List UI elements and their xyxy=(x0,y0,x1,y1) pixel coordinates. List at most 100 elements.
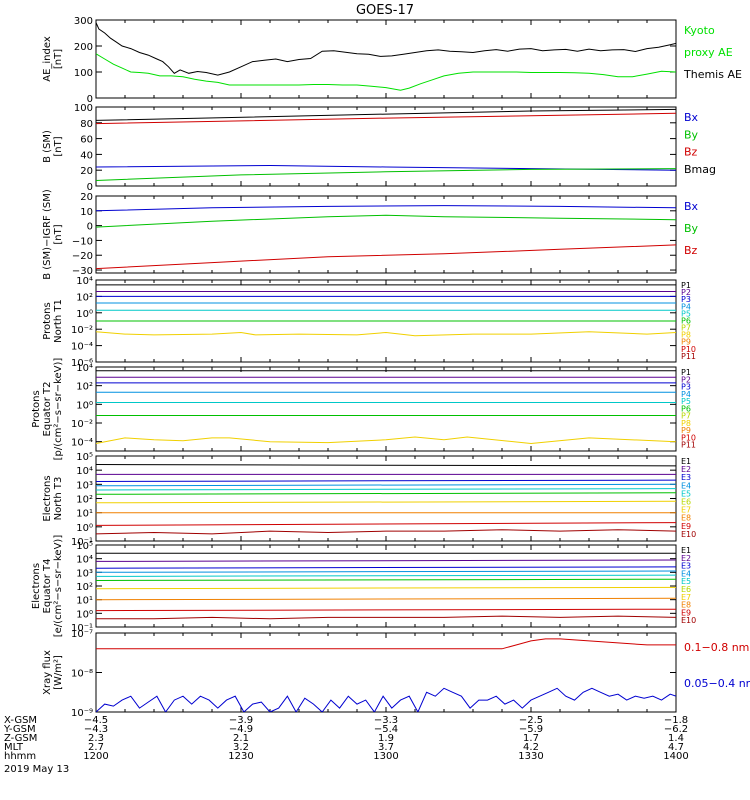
series-line-p7 xyxy=(96,436,676,445)
legend-entry: P7 xyxy=(681,324,691,333)
x-row-value: 1400 xyxy=(663,751,688,762)
legend-entry: E3 xyxy=(681,473,691,482)
legend-entry: Themis AE xyxy=(683,68,742,81)
y-axis-title: B (SM) xyxy=(42,130,53,163)
legend-entry: By xyxy=(684,222,699,235)
y-tick-label: 20 xyxy=(80,192,93,203)
legend-entry: P5 xyxy=(681,309,691,318)
plot-title: GOES-17 xyxy=(356,3,414,18)
legend-entry: P4 xyxy=(681,302,691,311)
legend-entry: P1 xyxy=(681,281,691,290)
legend-entry: P9 xyxy=(681,426,691,435)
series-line-e3 xyxy=(96,479,676,482)
x-row-value: 2.7 xyxy=(88,742,104,753)
y-tick-label: 10³ xyxy=(76,480,93,491)
y-tick-label: 10⁻⁸ xyxy=(71,669,93,680)
y-axis-title: [nT] xyxy=(53,224,64,244)
series-line-bmag xyxy=(96,108,676,121)
legend-entry: E8 xyxy=(681,601,691,610)
y-tick-label: 200 xyxy=(74,42,93,53)
series-line-e9 xyxy=(96,522,676,526)
y-tick-label: 10⁴ xyxy=(76,466,93,477)
legend-entry: E4 xyxy=(681,569,691,578)
x-row-label: hhmm xyxy=(4,751,36,762)
y-tick-label: 10⁵ xyxy=(76,452,93,463)
legend-entry: E8 xyxy=(681,514,691,523)
y-tick-label: 10¹ xyxy=(76,596,93,607)
y-tick-label: 10⁻² xyxy=(71,419,93,430)
x-row-value: 1200 xyxy=(83,751,108,762)
x-row-value: −4.9 xyxy=(229,724,253,735)
series-line-e5 xyxy=(96,574,676,577)
series-line-e4 xyxy=(96,570,676,573)
y-axis-title: B (SM)−IGRF (SM) xyxy=(42,189,53,280)
series-line-e7 xyxy=(96,500,676,504)
date-label: 2019 May 13 xyxy=(4,764,69,775)
legend-entry: P2 xyxy=(681,375,691,384)
legend-entry: E9 xyxy=(681,608,691,617)
series-line-e6 xyxy=(96,578,676,581)
legend-entry: E1 xyxy=(681,457,691,466)
y-tick-label: 20 xyxy=(80,166,93,177)
series-line-bz xyxy=(96,112,676,125)
legend-entry: Bmag xyxy=(684,163,716,176)
x-row-value: 4.7 xyxy=(668,742,684,753)
y-tick-label: 10⁻⁶ xyxy=(71,358,93,369)
y-tick-label: 0 xyxy=(87,94,93,105)
y-tick-label: 10⁰ xyxy=(76,609,93,620)
x-row-value: −4.5 xyxy=(84,715,108,726)
x-row-value: −6.2 xyxy=(664,724,688,735)
panel-3: −30 −20 −10 0 10 20 B (SM)−IGRF (SM) [nT] Bx By Bz xyxy=(42,189,699,280)
legend-entry: P7 xyxy=(681,412,691,421)
panel-6: 10⁵ 10⁴ 10³ 10² 10¹ 10⁰ 10⁻¹ Electrons North T3 E… xyxy=(42,452,696,548)
panel-7: 10⁵ 10⁴ 10³ 10² 10¹ 10⁰ 10⁻¹ Electrons Equator T… xyxy=(31,535,696,638)
legend-entry: P3 xyxy=(681,383,691,392)
legend-entry: Bz xyxy=(684,244,698,257)
y-tick-label: 10⁻¹ xyxy=(71,623,93,634)
legend-entry: E10 xyxy=(681,530,696,539)
x-row-value: 1300 xyxy=(373,751,398,762)
x-row-value: 2.3 xyxy=(88,733,104,744)
legend-entry: Bx xyxy=(684,200,699,213)
legend-entry: E2 xyxy=(681,465,691,474)
legend-entry: E9 xyxy=(681,522,691,531)
legend-entry: P6 xyxy=(681,316,691,325)
legend-entry: proxy AE xyxy=(684,46,733,59)
legend-entry: Kyoto xyxy=(684,24,715,37)
y-tick-label: −20 xyxy=(72,251,93,262)
y-axis-title: [e/(cm²−s−sr−keV)] xyxy=(53,535,64,638)
x-row-value: 1230 xyxy=(228,751,253,762)
legend-entry: E7 xyxy=(681,593,691,602)
y-axis-title: North T3 xyxy=(53,477,64,521)
series-line-e10 xyxy=(96,529,676,535)
x-axis-labels: X-GSM −4.5 −3.9 −3.3 −2.5 −1.8 Y-GSM −4.3 −4.9 −5… xyxy=(3,715,689,775)
x-row-value: 1330 xyxy=(518,751,543,762)
legend-entry: E6 xyxy=(681,498,691,507)
x-row-value: 1.7 xyxy=(523,733,539,744)
series-line-e2 xyxy=(96,559,676,562)
panel-8: 10⁻⁷ 10⁻⁸ 10⁻⁹ Xray flux [W/m²] 0.1−0.8 nm 0.0… xyxy=(42,629,750,719)
legend-entry: P1 xyxy=(681,368,691,377)
panel-1: 0 100 200 300 AE_index [nT] Kyoto proxy AE Themi… xyxy=(42,16,742,105)
series-line-themis-ae xyxy=(96,22,676,76)
y-axis-title: Electrons xyxy=(42,475,53,521)
legend-entry: P10 xyxy=(681,433,696,442)
y-tick-label: 10⁴ xyxy=(76,555,93,566)
y-tick-label: −30 xyxy=(72,266,93,277)
legend-entry: 0.1−0.8 nm xyxy=(684,641,749,654)
x-row-label: Z-GSM xyxy=(4,733,37,744)
legend-entry: P9 xyxy=(681,338,691,347)
series-line-e1 xyxy=(96,464,676,467)
x-row-value: 3.2 xyxy=(233,742,249,753)
y-tick-label: 10⁻⁴ xyxy=(71,342,93,353)
y-tick-label: 10⁴ xyxy=(76,363,93,374)
y-axis-title: [nT] xyxy=(53,49,64,69)
y-tick-label: 0 xyxy=(87,222,93,233)
y-tick-label: 10⁵ xyxy=(76,541,93,552)
legend-entry: P5 xyxy=(681,397,691,406)
panel-frame xyxy=(95,544,677,628)
y-axis-title: [nT] xyxy=(53,136,64,156)
legend-entry: E5 xyxy=(681,577,691,586)
